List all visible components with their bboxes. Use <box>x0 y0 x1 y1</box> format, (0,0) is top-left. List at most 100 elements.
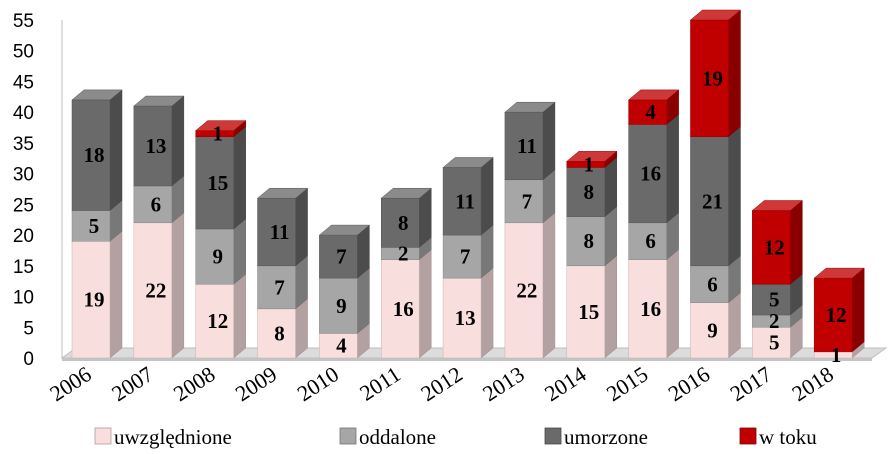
data-label: 7 <box>460 245 471 269</box>
bar-segment <box>442 167 482 236</box>
y-tick-label: 55 <box>13 11 34 32</box>
bar-segment <box>504 179 544 224</box>
data-label: 4 <box>336 334 347 358</box>
data-label: 7 <box>336 245 347 269</box>
bar-side <box>480 156 494 236</box>
legend-item: w toku <box>739 425 817 449</box>
x-tick-label: 2018 <box>787 361 838 406</box>
bar-side <box>851 267 865 353</box>
bar-stack-2016 <box>689 9 742 359</box>
data-label: 8 <box>274 321 285 345</box>
data-label: 11 <box>270 220 290 244</box>
floor-front <box>62 358 872 361</box>
legend: uwzględnione oddalone umorzone w toku <box>94 425 817 449</box>
bar-stack-2013 <box>504 101 556 359</box>
bar-side <box>418 249 432 359</box>
y-tick-label: 0 <box>23 349 34 370</box>
bar-side <box>418 187 432 248</box>
data-label: 6 <box>645 229 656 253</box>
bar-segment <box>628 124 667 224</box>
bar-segment <box>628 222 667 260</box>
bars <box>71 9 865 359</box>
x-axis-labels: 2006 2007 2008 2009 2010 2011 2012 2013 2014 2015… <box>45 361 838 406</box>
data-label: 16 <box>393 297 414 321</box>
bar-segment <box>752 284 791 316</box>
bar-segment <box>133 222 173 359</box>
x-tick-label: 2013 <box>478 361 529 406</box>
bar-segment <box>504 111 544 181</box>
data-label: 11 <box>517 134 537 158</box>
bar-stack-2008 <box>195 120 247 359</box>
data-label: 13 <box>455 306 476 330</box>
bar-segment <box>380 197 420 248</box>
bar-segment <box>133 185 173 224</box>
legend-item: uwzględnione <box>94 425 232 449</box>
data-label: 12 <box>764 235 785 259</box>
bar-side <box>728 126 741 267</box>
bar-segment <box>566 265 606 359</box>
x-tick-label: 2010 <box>293 361 344 406</box>
bar-segment <box>752 327 791 359</box>
legend-label: uwzględnione <box>114 425 232 449</box>
bar-side <box>233 273 246 359</box>
bar-stack-2014 <box>566 150 618 359</box>
bar-top <box>133 95 185 107</box>
data-label: 22 <box>516 278 537 302</box>
legend-item: oddalone <box>339 425 436 449</box>
bar-segment <box>319 277 358 334</box>
bar-top <box>318 224 371 236</box>
bar-segment <box>442 234 482 279</box>
bar-side <box>728 9 741 138</box>
y-tick-label: 20 <box>13 226 34 247</box>
x-tick-label: 2015 <box>602 361 653 406</box>
bar-side <box>357 267 370 334</box>
bar-segment <box>442 277 482 359</box>
data-label: 22 <box>145 278 166 302</box>
bar-segment <box>195 228 234 285</box>
x-tick-label: 2016 <box>664 361 715 406</box>
bar-stack-2018 <box>813 267 865 359</box>
bar-side <box>295 298 308 359</box>
data-label: 4 <box>645 100 656 124</box>
bar-stack-2006 <box>71 89 123 359</box>
y-tick-label: 15 <box>13 257 34 278</box>
y-tick-label: 35 <box>13 134 34 155</box>
data-label: 12 <box>207 309 228 333</box>
bar-stack-2012 <box>442 156 494 359</box>
bar-segment <box>690 19 729 138</box>
data-label: 2 <box>398 242 409 266</box>
bar-top <box>689 9 742 21</box>
x-tick-label: 2007 <box>107 361 158 406</box>
bar-segment <box>690 265 729 303</box>
data-label: 5 <box>89 214 100 238</box>
y-tick-label: 10 <box>13 288 34 309</box>
bar-segment <box>133 105 173 187</box>
bar-side <box>790 199 803 285</box>
data-label: 1 <box>831 343 842 367</box>
data-label: 5 <box>769 331 780 355</box>
bar-stack-2017 <box>751 199 803 359</box>
bar-top <box>751 200 803 211</box>
data-label: 2 <box>769 309 780 333</box>
bar-stack-2010 <box>318 224 371 359</box>
bar-segment <box>257 308 296 359</box>
bar-side <box>542 212 556 359</box>
legend-swatch <box>94 427 112 445</box>
bar-top <box>442 157 494 168</box>
bar-top <box>71 89 123 101</box>
data-label: 5 <box>769 288 780 312</box>
bar-segment <box>813 277 853 353</box>
bar-stack-2007 <box>133 95 185 359</box>
bar-side <box>109 89 123 212</box>
x-tick-label: 2012 <box>416 361 467 406</box>
bar-segment <box>257 197 296 267</box>
data-label: 8 <box>398 211 409 235</box>
data-label: 8 <box>584 180 595 204</box>
bar-segment <box>504 222 544 359</box>
x-tick-label: 2014 <box>540 361 591 406</box>
bar-segment <box>628 259 667 359</box>
bar-side <box>171 212 185 359</box>
bar-stack-2015 <box>627 89 680 359</box>
data-label: 15 <box>578 300 599 324</box>
